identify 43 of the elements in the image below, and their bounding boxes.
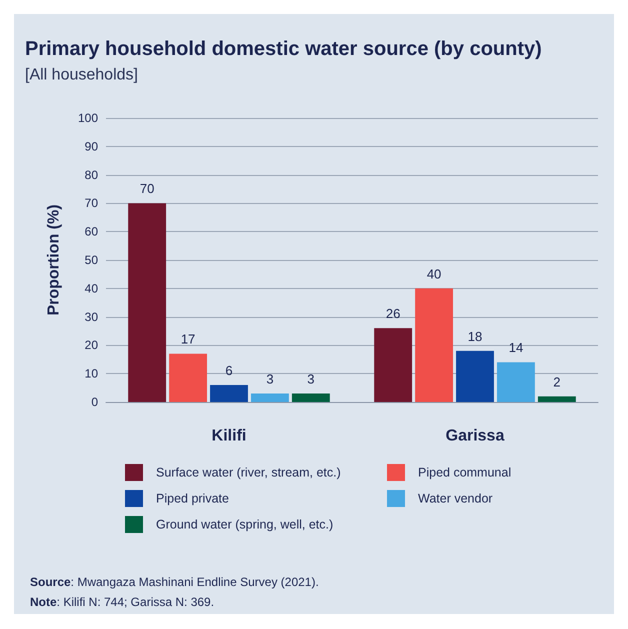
text: Note: Kilifi N: 744; Garissa N: 369.: [30, 595, 214, 609]
data-label: 26: [386, 306, 400, 322]
bar: [128, 203, 166, 402]
data-label: 18: [468, 328, 482, 344]
bar: [456, 350, 494, 402]
y-tick-label: 60: [84, 224, 98, 239]
bar: [374, 328, 412, 402]
data-label: 2: [553, 374, 561, 390]
bar: [250, 393, 289, 402]
bar: [415, 288, 454, 402]
data-label: 6: [225, 362, 233, 378]
legend-label: Water vendor: [418, 492, 493, 506]
data-label: 3: [266, 371, 274, 386]
chart-subtitle: [All households]: [25, 66, 138, 84]
bar: [538, 396, 576, 402]
y-tick-label: 50: [84, 253, 98, 267]
data-label: 17: [180, 332, 196, 347]
data-label: 40: [426, 266, 442, 282]
bar: [169, 354, 208, 402]
data-label: 14: [508, 340, 524, 356]
y-tick-label: 100: [78, 111, 98, 125]
x-tick-label: Kilifi: [212, 428, 246, 444]
legend-label: Surface water (river, stream, etc.): [156, 466, 341, 480]
y-tick-label: 90: [84, 139, 98, 154]
legend-label: Piped private: [156, 492, 230, 506]
source-note: Source: Mwangaza Mashinani Endline Survey (2021).: [30, 575, 319, 589]
data-label: 70: [140, 181, 154, 196]
y-axis-title: Proportion (%): [46, 204, 62, 316]
y-tick-label: 30: [84, 310, 98, 324]
bar: [496, 362, 535, 402]
legend-label: Ground water (spring, well, etc.): [156, 518, 334, 532]
y-tick-label: 70: [84, 196, 98, 210]
y-tick-label: 20: [84, 338, 98, 352]
x-tick-label: Garissa: [446, 428, 504, 444]
y-tick-label: 10: [84, 366, 98, 381]
y-tick-label: 80: [84, 168, 98, 182]
chart-title: Primary household domestic water source (by county): [25, 38, 542, 60]
bar: [210, 384, 248, 402]
y-tick-label: 0: [91, 395, 98, 409]
bar: [292, 393, 330, 402]
legend-label: Piped communal: [418, 466, 512, 480]
y-tick-label: 40: [84, 281, 98, 296]
data-label: 3: [307, 371, 315, 386]
